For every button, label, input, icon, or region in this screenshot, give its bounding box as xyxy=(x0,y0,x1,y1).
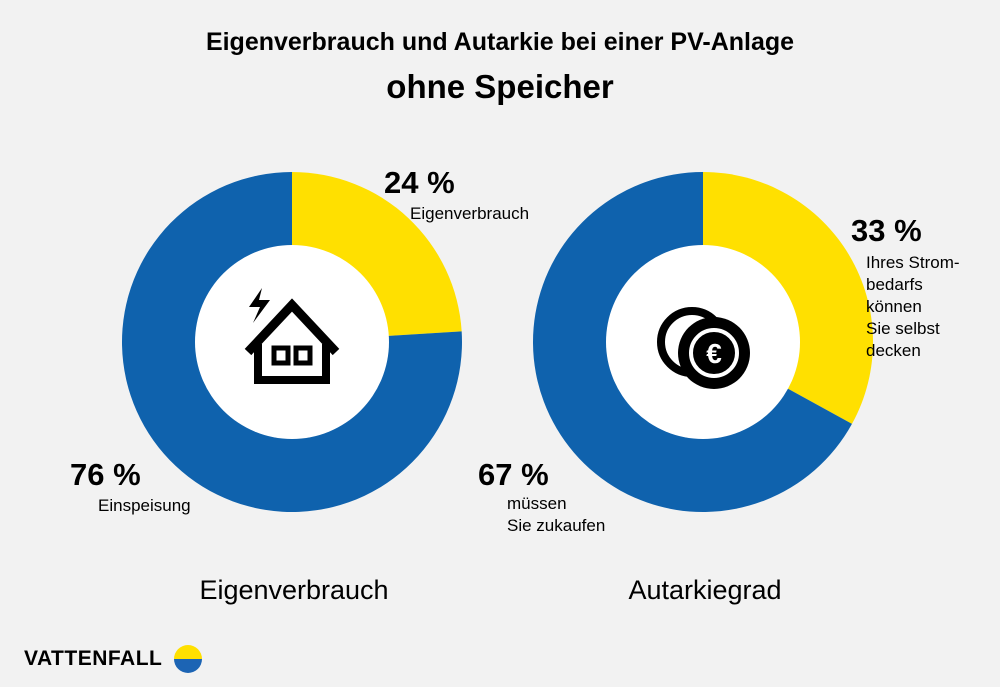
caption-autarkiegrad: Autarkiegrad xyxy=(628,575,781,605)
brand-logo-icon xyxy=(174,645,202,673)
desc-selbst-line-3: können xyxy=(866,297,922,316)
label-desc-einspeisung: Einspeisung xyxy=(98,496,191,515)
donut-chart-eigenverbrauch: 24 % Eigenverbrauch 76 % Einspeisung Eig… xyxy=(70,165,529,605)
brand-logo-text: VATTENFALL xyxy=(24,647,163,670)
desc-zukaufen-line-2: Sie zukaufen xyxy=(507,516,605,535)
desc-selbst-line-5: decken xyxy=(866,341,921,360)
label-pct-eigenverbrauch: 24 % xyxy=(384,165,455,200)
svg-text:€: € xyxy=(706,338,722,369)
desc-selbst-line-2: bedarfs xyxy=(866,275,923,294)
desc-zukaufen-line-1: müssen xyxy=(507,494,567,513)
donut-chart-autarkiegrad: € 33 % Ihres Strom- bedarfs können Sie s… xyxy=(478,172,960,605)
house-lightning-icon xyxy=(244,288,340,384)
desc-selbst-line-4: Sie selbst xyxy=(866,319,940,338)
chart-title-line2: ohne Speicher xyxy=(386,68,614,105)
label-desc-eigenverbrauch: Eigenverbrauch xyxy=(410,204,529,223)
desc-selbst-line-1: Ihres Strom- xyxy=(866,253,960,272)
euro-coins-icon: € xyxy=(657,307,750,389)
label-pct-einspeisung: 76 % xyxy=(70,457,141,492)
donut-hole-left xyxy=(195,245,389,439)
label-pct-selbst-decken: 33 % xyxy=(851,213,922,248)
caption-eigenverbrauch: Eigenverbrauch xyxy=(199,575,388,605)
chart-title-line1: Eigenverbrauch und Autarkie bei einer PV… xyxy=(205,28,795,56)
label-pct-zukaufen: 67 % xyxy=(478,457,549,492)
